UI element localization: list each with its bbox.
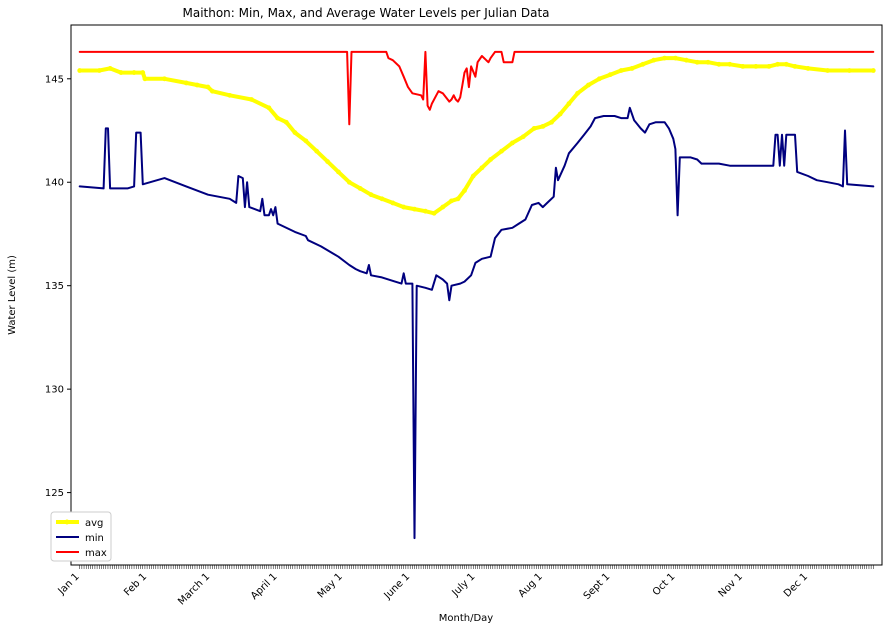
series-line-min	[78, 106, 875, 540]
series-point-avg	[283, 119, 289, 125]
series-point-avg	[753, 63, 759, 69]
series-point-avg	[423, 208, 428, 214]
series-point-avg	[431, 210, 437, 216]
series-point-avg	[470, 173, 476, 179]
series-point-avg	[412, 206, 417, 212]
series-point-avg	[673, 55, 678, 61]
series-point-avg	[379, 196, 385, 202]
series-point-avg	[194, 82, 200, 88]
series-point-avg	[575, 90, 581, 96]
y-tick-label: 130	[45, 385, 64, 396]
series-point-avg	[227, 92, 233, 98]
series-point-avg	[740, 63, 746, 69]
series-point-avg	[449, 198, 454, 204]
y-axis: 125 130 135 140 145	[45, 74, 71, 499]
series-point-avg	[549, 119, 554, 125]
series-point-avg	[479, 165, 485, 171]
series-layer	[77, 50, 876, 540]
series-point-avg	[618, 68, 624, 73]
series-point-avg	[586, 82, 591, 88]
series-point-avg	[557, 111, 563, 117]
series-point-avg	[336, 169, 341, 175]
series-point-avg	[846, 68, 852, 73]
series-point-avg	[716, 61, 722, 67]
series-point-avg	[390, 200, 396, 206]
series-point-avg	[775, 61, 781, 67]
series-point-avg	[805, 66, 811, 71]
series-point-avg	[131, 70, 137, 75]
legend-min-label: min	[85, 533, 104, 544]
series-point-avg	[825, 68, 831, 73]
series-point-avg	[694, 59, 700, 65]
y-tick-label: 125	[45, 488, 64, 499]
series-point-avg	[640, 61, 646, 67]
series-point-avg	[325, 159, 330, 164]
series-point-avg	[629, 66, 635, 71]
series-point-avg	[249, 97, 254, 102]
series-point-avg	[292, 130, 298, 135]
series-point-avg	[455, 196, 461, 202]
series-point-avg	[607, 72, 613, 78]
series-point-avg	[540, 123, 546, 129]
series-point-avg	[303, 138, 309, 144]
series-point-avg	[96, 68, 102, 73]
series-point-avg	[140, 70, 146, 75]
series-point-avg	[727, 61, 733, 67]
series-point-avg	[266, 105, 272, 111]
series-point-avg	[509, 140, 515, 146]
series-point-avg	[488, 157, 494, 162]
series-point-avg	[275, 115, 280, 121]
series-point-avg	[792, 63, 798, 69]
y-tick-label: 140	[45, 178, 64, 189]
series-point-avg	[651, 57, 657, 63]
series-point-avg	[499, 148, 504, 154]
series-point-avg	[531, 126, 537, 131]
y-axis-label: Water Level (m)	[7, 255, 18, 335]
series-point-avg	[783, 61, 789, 67]
series-point-avg	[566, 101, 572, 107]
plot-area	[70, 24, 883, 566]
series-point-avg	[440, 204, 446, 210]
series-line-max	[78, 50, 875, 126]
series-point-avg	[183, 80, 189, 86]
series-point-avg	[520, 134, 526, 140]
x-axis-label: Month/Day	[439, 613, 494, 624]
series-point-avg	[368, 192, 374, 198]
y-tick-label: 135	[45, 281, 64, 292]
legend-avg-label: avg	[85, 518, 103, 529]
legend: avg min max	[50, 511, 112, 562]
series-point-avg	[662, 55, 667, 61]
series-point-avg	[209, 88, 215, 94]
chart-title: Maithon: Min, Max, and Average Water Lev…	[182, 6, 549, 20]
series-point-avg	[118, 70, 124, 75]
series-point-avg	[107, 66, 113, 71]
series-point-avg	[462, 188, 467, 193]
series-point-avg	[346, 179, 352, 185]
series-point-avg	[683, 57, 689, 63]
series-point-avg	[401, 204, 407, 210]
series-point-avg	[357, 186, 363, 191]
series-point-avg	[205, 84, 211, 90]
series-point-avg	[77, 68, 83, 73]
legend-avg-marker	[64, 519, 70, 525]
series-point-avg	[142, 76, 148, 82]
y-tick-label: 145	[45, 74, 64, 85]
series-point-avg	[766, 63, 772, 69]
legend-max-label: max	[85, 548, 107, 559]
series-point-avg	[870, 68, 876, 73]
series-point-avg	[596, 76, 602, 82]
series-point-avg	[314, 148, 320, 154]
series-point-avg	[162, 76, 167, 82]
series-point-avg	[705, 59, 711, 65]
